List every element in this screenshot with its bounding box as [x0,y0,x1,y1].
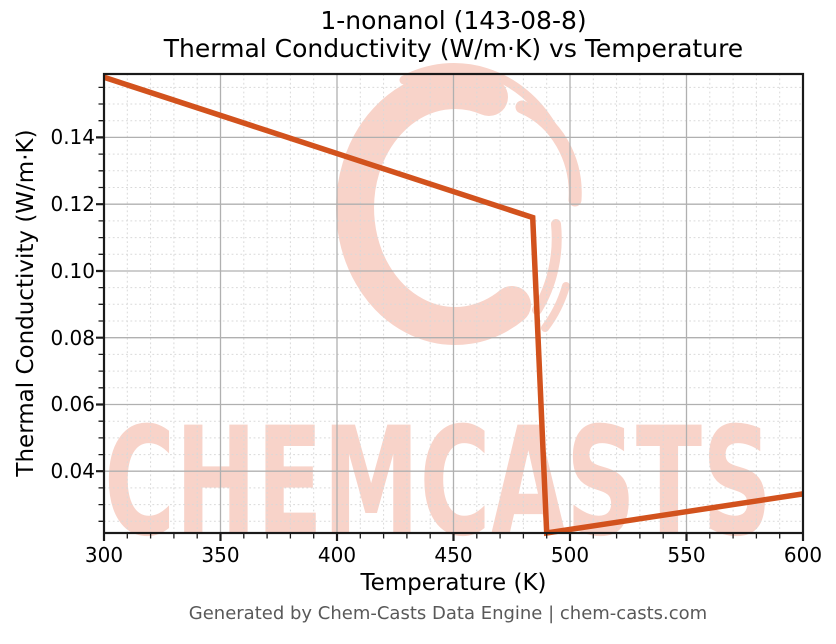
watermark-text: CHEMCASTS [104,396,772,570]
x-tick-label: 450 [434,543,473,567]
chart-title-line2: Thermal Conductivity (W/m·K) vs Temperat… [163,34,744,63]
x-tick-label: 400 [317,543,357,567]
footer-credit: Generated by Chem-Casts Data Engine | ch… [188,603,708,624]
y-tick-label: 0.14 [50,125,95,150]
y-tick-label: 0.10 [50,258,95,283]
chart-title: 1-nonanol (143-08-8) Thermal Conductivit… [104,7,803,63]
y-tick-label: 0.04 [50,459,95,484]
data-line-thermal-conductivity [103,74,804,537]
chemcasts-c-swirl-logo [336,63,582,345]
major-gridlines [104,74,803,533]
major-tick-marks [96,136,805,541]
chart-title-line1: 1-nonanol (143-08-8) [320,6,587,35]
x-tick-label: 350 [201,543,240,567]
x-tick-label: 500 [550,543,590,567]
x-tick-label: 600 [783,543,823,567]
plot-border [102,72,805,535]
x-tick-label: 550 [667,543,706,567]
minor-tick-marks [98,86,781,539]
minor-gridlines [104,74,803,533]
y-tick-label: 0.08 [50,325,95,350]
y-axis-label: Thermal Conductivity (W/m·K) [13,129,39,477]
x-axis-label: Temperature (K) [360,570,547,596]
x-tick-label: 300 [84,543,124,567]
y-tick-label: 0.06 [50,392,95,417]
y-tick-label: 0.12 [50,192,95,217]
